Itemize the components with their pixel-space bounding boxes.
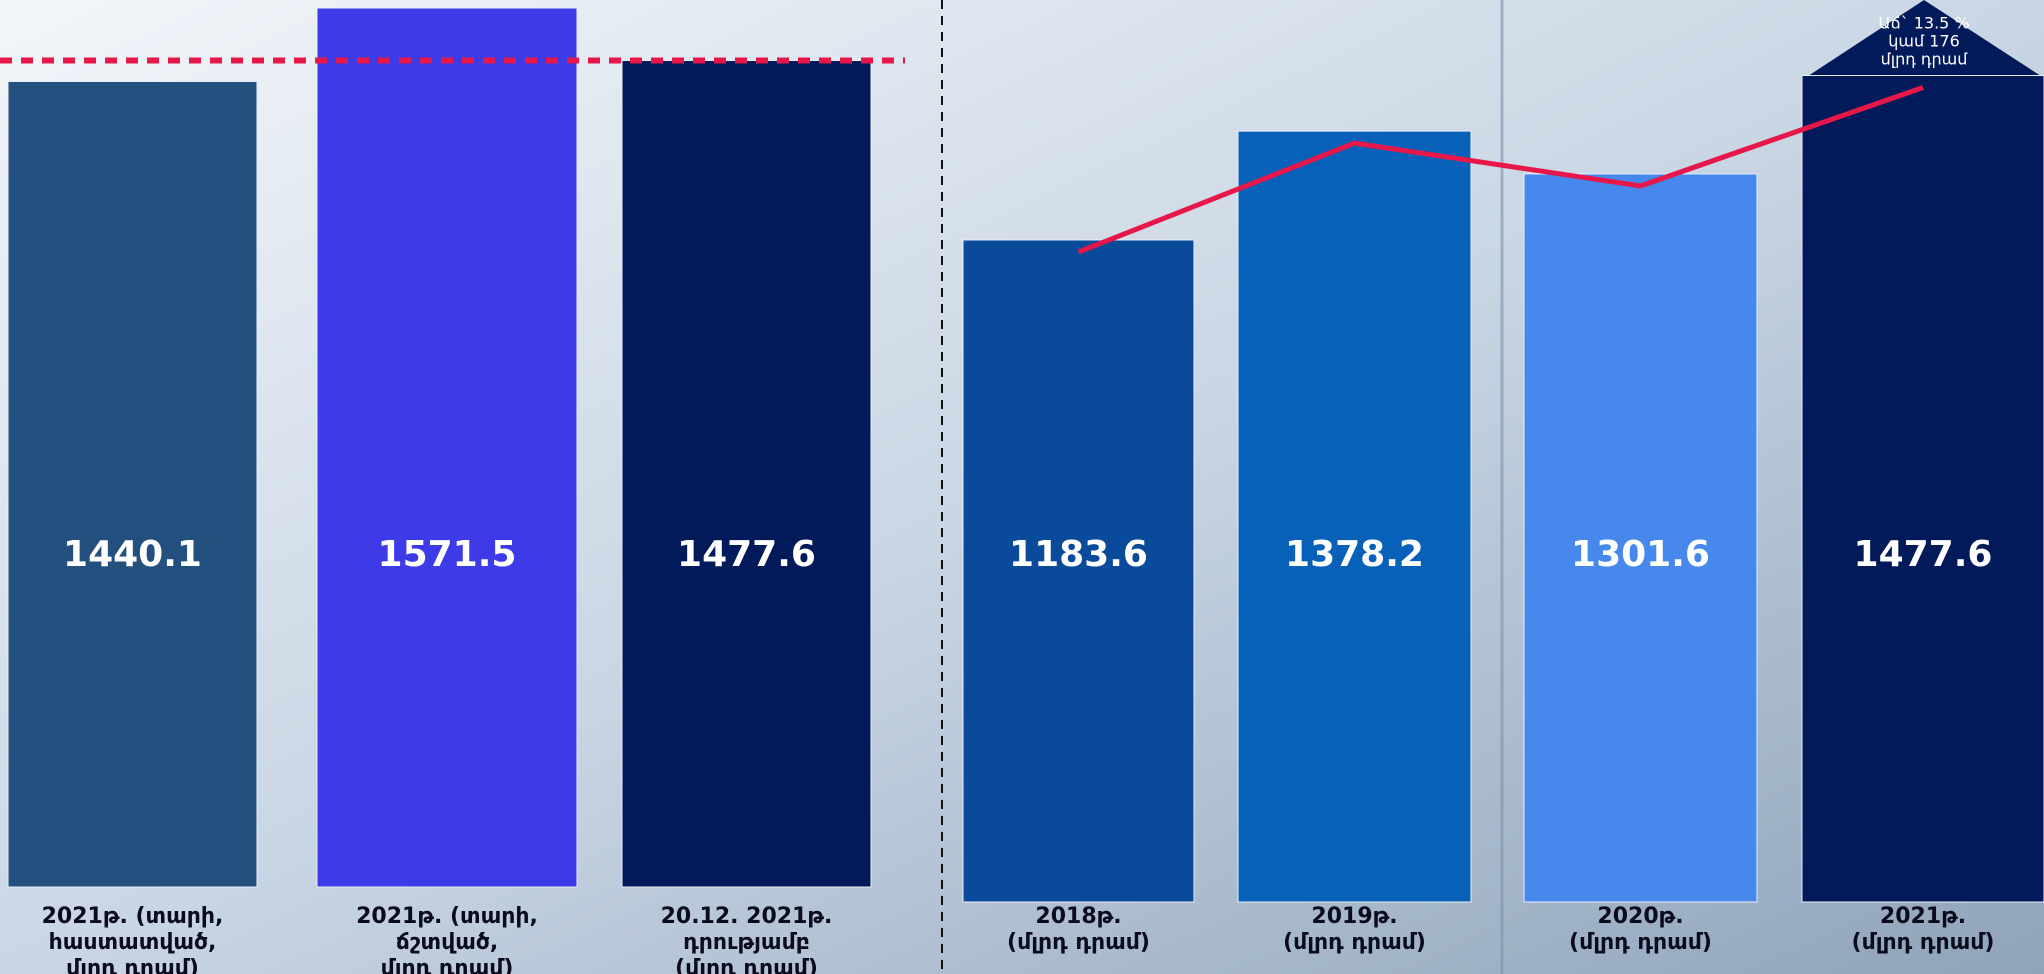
trend-line bbox=[1077, 85, 1924, 255]
category-label: մլրդ դրամ) bbox=[381, 956, 514, 974]
bar bbox=[1801, 75, 2044, 903]
bar bbox=[962, 239, 1195, 903]
category-label: (մլրդ դրամ) bbox=[675, 956, 818, 974]
bar bbox=[1523, 173, 1758, 903]
bar bbox=[1237, 130, 1472, 903]
value-label: 1571.5 bbox=[378, 534, 517, 575]
category-label: 2020թ. bbox=[1597, 904, 1683, 929]
category-label: (մլրդ դրամ) bbox=[1007, 930, 1150, 955]
category-label: (մլրդ դրամ) bbox=[1283, 930, 1426, 955]
bar bbox=[7, 80, 258, 888]
value-label: 1477.6 bbox=[1854, 534, 1993, 575]
value-label: 1378.2 bbox=[1285, 534, 1424, 575]
bar bbox=[621, 60, 872, 888]
category-label: (մլրդ դրամ) bbox=[1852, 930, 1995, 955]
category-label: 2021թ. (տարի, bbox=[42, 904, 224, 929]
category-label: 20.12. 2021թ. bbox=[661, 904, 833, 929]
category-label: ճշտված, bbox=[396, 930, 499, 955]
annotation-text: Աճ` 13.5 % bbox=[1878, 14, 1969, 33]
annotation-arrow bbox=[1805, 0, 2044, 78]
category-label: դրությամբ bbox=[683, 930, 810, 955]
category-label: 2018թ. bbox=[1035, 904, 1121, 929]
bar bbox=[316, 7, 578, 888]
annotation-text: մլրդ դրամ bbox=[1881, 50, 1969, 69]
category-label: (մլրդ դրամ) bbox=[1569, 930, 1712, 955]
category-label: 2021թ. bbox=[1880, 904, 1966, 929]
annotation-text: կամ 176 bbox=[1888, 32, 1960, 51]
category-label: 2021թ. (տարի, bbox=[356, 904, 538, 929]
value-label: 1301.6 bbox=[1571, 534, 1710, 575]
value-label: 1183.6 bbox=[1009, 534, 1148, 575]
value-label: 1440.1 bbox=[63, 534, 202, 575]
category-label: 2019թ. bbox=[1311, 904, 1397, 929]
category-label: մլրդ դրամ) bbox=[66, 956, 199, 974]
value-label: 1477.6 bbox=[677, 534, 816, 575]
category-label: հաստատված, bbox=[49, 930, 217, 955]
